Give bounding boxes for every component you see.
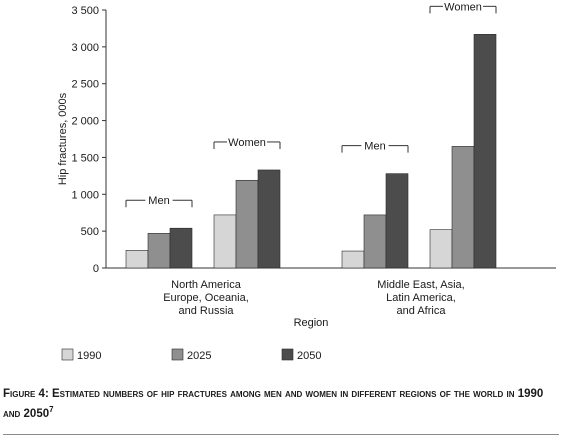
caption-reference: 7 — [49, 405, 54, 414]
legend-label: 1990 — [77, 350, 101, 362]
y-tick-label: 0 — [93, 263, 99, 275]
group-brackets: Men Women Men Women — [125, 1, 497, 208]
chart: 0 500 1 000 1 500 2 000 2 500 3 000 3 500 Men Wo… — [57, 1, 556, 362]
figure-caption: Figure 4: Estimated numbers of hip fract… — [3, 386, 559, 422]
bar-2025 — [147, 233, 171, 269]
group-label: Women — [228, 137, 266, 149]
caption-rule — [3, 434, 559, 435]
bar-2025 — [235, 179, 259, 269]
bar-2025 — [363, 214, 387, 269]
bar-2025 — [451, 146, 475, 269]
bar-2050 — [257, 169, 281, 269]
region-label-line: Europe, Oceania, — [163, 292, 249, 304]
y-tick-label: 2 500 — [71, 79, 99, 91]
region-label-line: Middle East, Asia, — [377, 279, 464, 291]
bar-2050 — [385, 173, 409, 269]
y-tick-label: 3 500 — [71, 5, 99, 17]
bars — [125, 34, 497, 269]
y-tick-label: 1 500 — [71, 152, 99, 164]
bar-1990 — [429, 229, 453, 269]
region-label-line: and Russia — [178, 305, 234, 317]
bar-1990 — [341, 250, 365, 269]
legend-swatch-2025 — [171, 348, 184, 361]
legend: 1990 2025 2050 — [61, 348, 321, 362]
region-label-line: and Africa — [397, 305, 447, 317]
y-tick-label: 1 000 — [71, 189, 99, 201]
y-axis-ticks: 0 500 1 000 1 500 2 000 2 500 3 000 3 500 — [71, 5, 106, 275]
group-label: Men — [364, 141, 385, 153]
bar-1990 — [125, 250, 149, 269]
y-axis-title: Hip fractures, 000s — [57, 92, 69, 185]
legend-label: 2050 — [297, 350, 321, 362]
region-label-line: North America — [171, 279, 242, 291]
group-label: Women — [444, 1, 482, 13]
legend-swatch-1990 — [61, 348, 74, 361]
bar-2050 — [169, 227, 193, 269]
bar-1990 — [213, 214, 237, 269]
group-label: Men — [148, 195, 169, 207]
region-label-line: Latin America, — [386, 292, 456, 304]
legend-label: 2025 — [187, 350, 211, 362]
bar-2050 — [473, 34, 497, 269]
y-tick-label: 3 000 — [71, 42, 99, 54]
y-tick-label: 2 000 — [71, 116, 99, 128]
legend-swatch-2050 — [281, 348, 294, 361]
y-tick-label: 500 — [81, 226, 99, 238]
x-axis-title: Region — [294, 317, 329, 329]
caption-text: Figure 4: Estimated numbers of hip fract… — [3, 388, 544, 420]
